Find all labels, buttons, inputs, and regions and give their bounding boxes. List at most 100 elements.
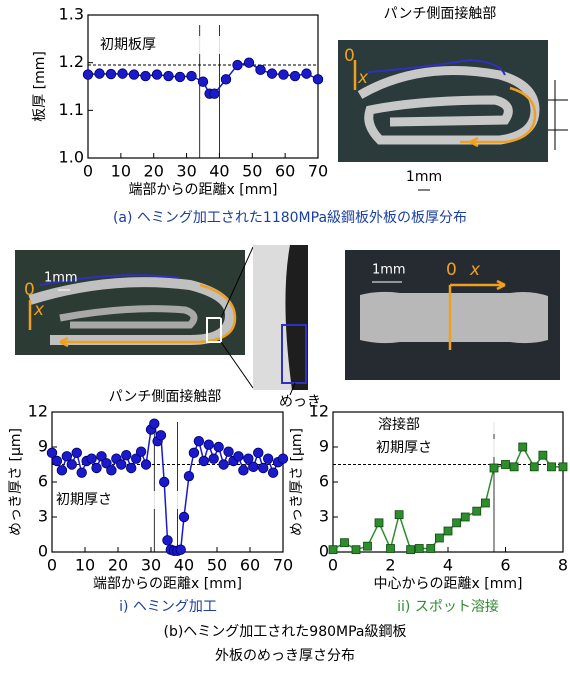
data-point	[548, 463, 556, 471]
data-point	[129, 70, 139, 80]
x-tick-label: 10	[75, 556, 95, 575]
data-point	[136, 447, 146, 457]
x-tick-label: 20	[144, 162, 164, 181]
photo-axis: x	[469, 260, 481, 280]
y-tick-label: 9	[319, 437, 329, 456]
data-point	[341, 539, 349, 547]
caption: (a) ヘミング加工された1180MPa級鋼板外板の板厚分布	[113, 210, 467, 226]
annotation: 初期板厚	[100, 36, 156, 53]
x-tick-label: 0	[328, 556, 338, 575]
data-point	[258, 463, 268, 473]
data-point	[141, 460, 151, 470]
data-point	[67, 460, 77, 470]
data-point	[72, 448, 82, 458]
data-point	[179, 512, 189, 522]
photo-scale: 1mm	[372, 263, 406, 278]
x-tick-label: 70	[308, 162, 328, 181]
x-tick-label: 2	[385, 556, 395, 575]
data-point	[539, 451, 547, 459]
x-tick-label: 0	[83, 162, 93, 181]
data-point	[407, 546, 415, 554]
x-tick-label: 70	[273, 556, 293, 575]
x-tick-label: 0	[47, 556, 57, 575]
data-point	[92, 463, 102, 473]
data-point	[198, 77, 208, 87]
data-point	[150, 419, 160, 429]
data-point	[204, 440, 214, 450]
y-tick-label: 3	[319, 507, 329, 526]
photo-axis: x	[33, 300, 45, 320]
data-point	[214, 442, 224, 452]
data-point	[352, 546, 360, 554]
data-point	[502, 461, 510, 469]
x-tick-label: 40	[174, 556, 194, 575]
x-tick-label: 4	[443, 556, 453, 575]
data-point	[490, 464, 498, 472]
data-point	[210, 89, 220, 99]
data-point	[176, 545, 186, 555]
data-point	[184, 471, 194, 481]
data-point	[126, 463, 136, 473]
data-point	[302, 69, 312, 79]
data-point	[256, 65, 266, 75]
x-tick-label: 60	[275, 162, 295, 181]
annotation: 溶接部	[378, 416, 420, 433]
y-tick-label: 6	[319, 472, 329, 491]
data-point	[290, 71, 300, 81]
y-axis-label: めっき厚さ [μm]	[8, 428, 24, 536]
x-tick-label: 30	[176, 162, 196, 181]
y-tick-label: 9	[38, 437, 48, 456]
data-point	[164, 71, 174, 81]
annotation: 初期厚さ	[376, 439, 432, 456]
photo-origin: 0	[446, 260, 457, 280]
y-tick-label: 6	[38, 472, 48, 491]
photo-origin: 0	[344, 46, 355, 66]
figure: 0 x 1mm 1mm 0 x めっき 1mm 0 x (a) ヘミング加工され…	[0, 0, 570, 675]
data-point	[87, 454, 97, 464]
x-tick-label: 60	[240, 556, 260, 575]
data-point	[329, 546, 337, 554]
data-point	[375, 519, 383, 527]
data-point	[364, 542, 372, 550]
data-point	[435, 534, 443, 542]
x-tick-label: 40	[209, 162, 229, 181]
data-point	[199, 456, 209, 466]
data-point	[233, 60, 243, 70]
y-axis-label: 板厚 [mm]	[32, 51, 48, 122]
data-point	[473, 507, 481, 515]
x-tick-label: 10	[111, 162, 131, 181]
photo-origin: 0	[24, 280, 35, 300]
data-point	[481, 499, 489, 507]
photo-axis: x	[357, 68, 369, 88]
x-tick-label: 30	[141, 556, 161, 575]
data-point	[444, 527, 452, 535]
data-point	[267, 69, 277, 79]
data-point	[152, 70, 162, 80]
data-point	[156, 431, 166, 441]
y-tick-label: 3	[38, 507, 48, 526]
data-point	[453, 519, 461, 527]
data-point	[52, 456, 62, 466]
data-point	[530, 463, 538, 471]
y-tick-label: 1.3	[59, 5, 84, 24]
data-point	[118, 69, 128, 79]
y-axis-label: めっき厚さ [μm]	[289, 428, 305, 536]
data-point	[95, 69, 105, 79]
y-tick-label: 12	[309, 402, 329, 421]
data-point	[189, 448, 199, 458]
data-point	[253, 448, 263, 458]
y-tick-label: 1.1	[59, 100, 84, 119]
data-point	[395, 511, 403, 519]
caption: i) ヘミング加工	[119, 599, 217, 615]
data-point	[263, 454, 273, 464]
annotation: パンチ側面接触部	[109, 388, 222, 405]
photo-b1	[15, 247, 253, 388]
data-point	[239, 466, 249, 476]
y-tick-label: 1.2	[59, 52, 84, 71]
data-point	[219, 460, 229, 470]
data-point	[175, 72, 185, 82]
data-point	[244, 58, 254, 68]
data-point	[194, 436, 204, 446]
data-point	[121, 450, 131, 460]
data-point	[387, 545, 395, 553]
